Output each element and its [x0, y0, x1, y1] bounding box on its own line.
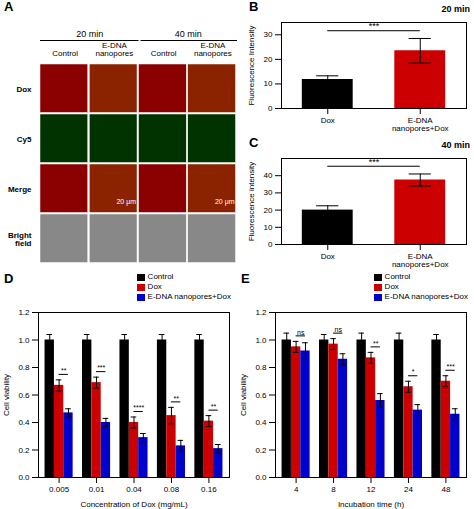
svg-text:***: ***	[446, 363, 454, 370]
svg-text:*: *	[412, 368, 415, 375]
svg-text:0.2: 0.2	[18, 446, 30, 455]
svg-text:40: 40	[264, 171, 273, 180]
svg-text:20 μm: 20 μm	[215, 198, 235, 206]
svg-text:20 μm: 20 μm	[116, 198, 136, 206]
svg-text:E-DNAnanopores: E-DNAnanopores	[194, 41, 232, 58]
html-text:C: C	[249, 135, 259, 150]
svg-text:0.0: 0.0	[255, 473, 267, 482]
svg-text:Brightfield: Brightfield	[8, 231, 32, 248]
html-text:E-DNA nanopores+Dox: E-DNA nanopores+Dox	[147, 292, 231, 301]
svg-text:1.0: 1.0	[255, 336, 267, 345]
svg-text:4: 4	[294, 485, 299, 494]
svg-text:0.0: 0.0	[18, 473, 30, 482]
svg-text:Cell viability: Cell viability	[2, 374, 11, 416]
html-text:D: D	[4, 271, 14, 286]
svg-text:0.01: 0.01	[89, 485, 105, 494]
svg-text:0: 0	[268, 104, 273, 113]
svg-text:0.4: 0.4	[18, 418, 30, 427]
svg-text:48: 48	[441, 485, 450, 494]
svg-text:Control: Control	[151, 49, 177, 58]
svg-text:10: 10	[264, 223, 273, 232]
svg-text:***: ***	[369, 157, 380, 167]
svg-text:Incubation time (h): Incubation time (h)	[338, 500, 405, 509]
svg-text:**: **	[373, 340, 379, 347]
html-text:Control: Control	[147, 272, 174, 281]
svg-text:E-DNAnanopores: E-DNAnanopores	[95, 41, 133, 58]
svg-text:Fluorescence intensity: Fluorescence intensity	[247, 162, 256, 242]
html-text:Control: Control	[384, 272, 411, 281]
svg-text:1.2: 1.2	[18, 308, 30, 317]
svg-text:0.8: 0.8	[18, 363, 30, 372]
svg-text:10: 10	[264, 79, 273, 88]
svg-text:30: 30	[264, 188, 273, 197]
svg-text:Cell viability: Cell viability	[239, 374, 248, 416]
svg-text:24: 24	[404, 485, 413, 494]
svg-text:0.08: 0.08	[164, 485, 180, 494]
svg-text:0.2: 0.2	[255, 446, 267, 455]
svg-text:30: 30	[264, 30, 273, 39]
svg-text:Cy5: Cy5	[17, 135, 32, 144]
svg-text:Dox: Dox	[321, 116, 335, 125]
html-text:E: E	[241, 271, 250, 286]
svg-text:ns: ns	[335, 326, 343, 333]
html-text:E-DNA nanopores+Dox: E-DNA nanopores+Dox	[384, 292, 468, 301]
svg-text:Control: Control	[52, 49, 78, 58]
html-text:Dox: Dox	[147, 282, 162, 291]
svg-text:Merge: Merge	[8, 185, 32, 194]
svg-text:40 min: 40 min	[175, 29, 202, 39]
svg-text:***: ***	[369, 21, 380, 31]
svg-text:**: **	[211, 403, 217, 410]
svg-text:Dox: Dox	[321, 252, 335, 261]
svg-text:E-DNAnanopores+Dox: E-DNAnanopores+Dox	[392, 252, 449, 269]
svg-text:20: 20	[264, 55, 273, 64]
svg-text:**: **	[173, 395, 179, 402]
html-text:20 min: 20 min	[441, 4, 470, 14]
svg-text:8: 8	[331, 485, 336, 494]
html-text:Dox: Dox	[384, 282, 399, 291]
html-text:40 min: 40 min	[441, 140, 470, 150]
svg-text:**: **	[61, 367, 67, 374]
svg-text:20: 20	[264, 206, 273, 215]
svg-text:Dox: Dox	[16, 85, 32, 94]
svg-text:***: ***	[97, 364, 105, 371]
svg-text:0.8: 0.8	[255, 363, 267, 372]
svg-text:12: 12	[367, 485, 376, 494]
svg-text:Concentration of Dox (mg/mL): Concentration of Dox (mg/mL)	[80, 500, 187, 509]
svg-text:0.16: 0.16	[201, 485, 217, 494]
svg-text:1.2: 1.2	[255, 308, 267, 317]
svg-text:****: ****	[133, 404, 144, 411]
svg-text:20 min: 20 min	[76, 29, 103, 39]
svg-text:ns: ns	[297, 329, 305, 336]
svg-text:E-DNAnanopores+Dox: E-DNAnanopores+Dox	[392, 116, 449, 133]
svg-text:1.0: 1.0	[18, 336, 30, 345]
svg-text:0.6: 0.6	[255, 391, 267, 400]
svg-text:Fluorescence Intensity: Fluorescence Intensity	[247, 25, 256, 105]
svg-text:0.6: 0.6	[18, 391, 30, 400]
svg-text:0: 0	[268, 240, 273, 249]
svg-text:0.04: 0.04	[126, 485, 142, 494]
svg-text:0.005: 0.005	[49, 485, 70, 494]
html-text:B: B	[249, 0, 259, 14]
html-text:A: A	[4, 0, 14, 14]
svg-text:0.4: 0.4	[255, 418, 267, 427]
